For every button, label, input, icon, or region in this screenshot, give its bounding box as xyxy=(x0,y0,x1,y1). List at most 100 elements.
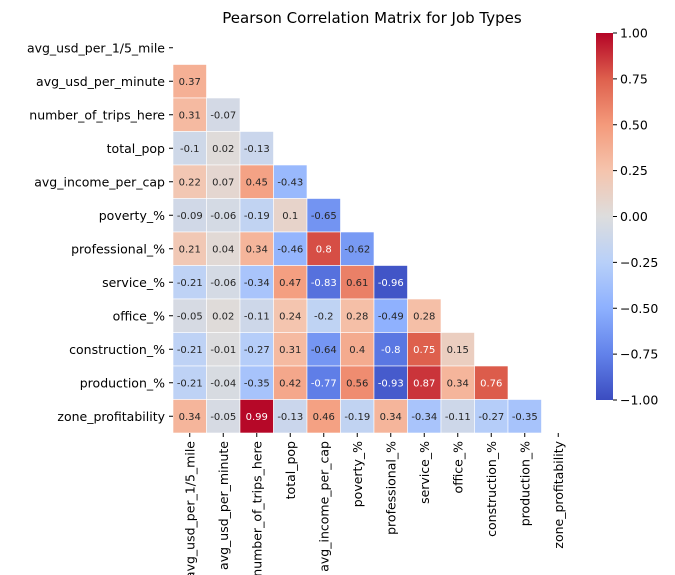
row-label: avg_income_per_cap xyxy=(34,174,165,189)
colorbar-tick-label: 0.00 xyxy=(620,209,648,224)
row-label: zone_profitability xyxy=(57,409,165,424)
cell-value-label: 0.45 xyxy=(246,177,268,188)
heatmap-cell xyxy=(172,298,207,333)
heatmap-cell xyxy=(306,231,341,266)
cell-value-label: 0.46 xyxy=(313,412,335,423)
heatmap-cell xyxy=(206,97,241,132)
cell-value-label: -0.34 xyxy=(411,412,437,423)
cell-value-label: 0.24 xyxy=(279,311,301,322)
row-label: construction_% xyxy=(69,342,165,357)
heatmap-cell xyxy=(440,332,475,367)
heatmap-cell xyxy=(273,265,308,300)
cell-value-label: -0.21 xyxy=(177,378,203,389)
heatmap-cell xyxy=(206,231,241,266)
cell-value-label: -0.27 xyxy=(244,345,270,356)
cell-value-label: -0.13 xyxy=(244,144,270,155)
cell-value-label: 0.34 xyxy=(179,412,201,423)
heatmap-cell xyxy=(206,365,241,400)
cell-value-label: 0.34 xyxy=(447,378,469,389)
colorbar: 1.00 0.75 0.50 0.25 0.00 −0.25 −0.50 −0.75 −1.00 xyxy=(596,26,658,408)
row-label: office_% xyxy=(113,308,166,323)
cell-value-label: -0.01 xyxy=(210,345,236,356)
cell-value-label: -0.43 xyxy=(277,177,303,188)
cell-value-label: -0.64 xyxy=(311,345,337,356)
heatmap-cell xyxy=(273,231,308,266)
cell-value-label: 0.8 xyxy=(316,244,332,255)
column-label: avg_usd_per_minute xyxy=(216,441,231,570)
cell-value-label: -0.21 xyxy=(177,345,203,356)
cell-value-label: -0.1 xyxy=(180,144,200,155)
column-label: service_% xyxy=(417,441,432,504)
colorbar-tick-label: −0.50 xyxy=(620,301,658,316)
cell-value-label: -0.19 xyxy=(244,211,270,222)
heatmap-cell xyxy=(172,64,207,99)
column-axis: avg_usd_per_1/5_mile avg_usd_per_minute nu… xyxy=(182,433,566,575)
column-label: production_% xyxy=(517,441,532,526)
heatmap-cell xyxy=(407,365,442,400)
cell-value-label: 0.42 xyxy=(279,378,301,389)
heatmap-cell xyxy=(206,198,241,233)
heatmap-cell xyxy=(340,365,375,400)
cell-value-label: -0.06 xyxy=(210,211,236,222)
cell-value-label: -0.13 xyxy=(277,412,303,423)
column-label: poverty_% xyxy=(350,441,365,507)
heatmap-cell xyxy=(273,365,308,400)
cell-value-label: -0.35 xyxy=(512,412,538,423)
cell-value-label: 0.75 xyxy=(413,345,435,356)
heatmap-cell xyxy=(507,399,542,434)
column-label: office_% xyxy=(450,441,465,494)
cell-value-label: -0.46 xyxy=(277,244,303,255)
cell-value-label: -0.19 xyxy=(344,412,370,423)
cell-value-label: 0.34 xyxy=(246,244,268,255)
cell-value-label: 0.47 xyxy=(279,278,301,289)
row-label: production_% xyxy=(80,375,165,390)
cell-value-label: 0.37 xyxy=(179,77,201,88)
cell-value-label: -0.07 xyxy=(210,110,236,121)
cell-value-label: 0.56 xyxy=(346,378,368,389)
cell-value-label: -0.83 xyxy=(311,278,337,289)
column-label: number_of_trips_here xyxy=(249,441,264,575)
cell-value-label: -0.96 xyxy=(378,278,404,289)
cell-value-label: 0.31 xyxy=(279,345,301,356)
colorbar-gradient xyxy=(596,33,613,400)
row-label: number_of_trips_here xyxy=(29,107,165,122)
row-label: avg_usd_per_minute xyxy=(36,74,165,89)
cell-value-label: 0.76 xyxy=(480,378,502,389)
colorbar-tick-label: −0.75 xyxy=(620,347,658,362)
cell-value-label: -0.62 xyxy=(344,244,370,255)
cell-value-label: 0.07 xyxy=(212,177,234,188)
heatmap-grid: 0.37 0.31 -0.07 -0.1 0.02 -0.13 0.22 0.07 0.45 -0… xyxy=(172,64,542,434)
cell-value-label: -0.77 xyxy=(311,378,337,389)
heatmap-cell xyxy=(340,231,375,266)
cell-value-label: -0.49 xyxy=(378,311,404,322)
row-label: poverty_% xyxy=(99,208,165,223)
column-label: zone_profitability xyxy=(551,440,566,548)
cell-value-label: 0.02 xyxy=(212,311,234,322)
heatmap-cell xyxy=(172,399,207,434)
cell-value-label: -0.09 xyxy=(177,211,203,222)
cell-value-label: 0.61 xyxy=(346,278,368,289)
cell-value-label: 0.22 xyxy=(179,177,201,188)
cell-value-label: -0.8 xyxy=(381,345,401,356)
heatmap-cell xyxy=(340,265,375,300)
heatmap-cell xyxy=(239,131,274,166)
heatmap-cell xyxy=(373,332,408,367)
heatmap-cell xyxy=(306,365,341,400)
colorbar-tick-label: 0.50 xyxy=(620,117,648,132)
heatmap-cell xyxy=(239,231,274,266)
cell-value-label: 0.28 xyxy=(346,311,368,322)
cell-value-label: -0.05 xyxy=(177,311,203,322)
cell-value-label: -0.65 xyxy=(311,211,337,222)
heatmap-cell xyxy=(474,365,509,400)
cell-value-label: 0.21 xyxy=(179,244,201,255)
heatmap-cell xyxy=(239,365,274,400)
cell-value-label: -0.35 xyxy=(244,378,270,389)
row-label: service_% xyxy=(102,275,165,290)
cell-value-label: 0.28 xyxy=(413,311,435,322)
row-label: total_pop xyxy=(107,141,165,156)
heatmap-cell xyxy=(273,332,308,367)
heatmap-cell xyxy=(273,164,308,199)
cell-value-label: 0.1 xyxy=(282,211,298,222)
heatmap-cell xyxy=(407,298,442,333)
